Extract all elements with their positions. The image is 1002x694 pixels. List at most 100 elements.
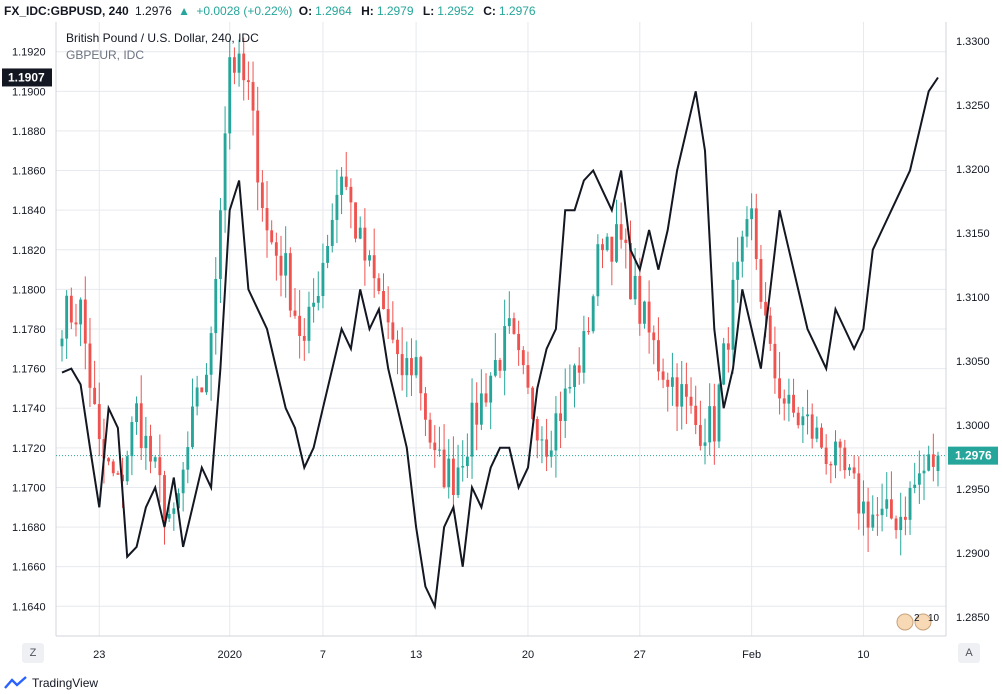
candle-body — [312, 302, 316, 307]
left-tick-label: 1.1640 — [12, 601, 46, 613]
left-tick-label: 1.1880 — [12, 126, 46, 138]
candle-body — [852, 467, 856, 474]
time-tick-label: Feb — [742, 649, 761, 661]
candle-body — [479, 393, 483, 425]
candle-body — [214, 278, 218, 334]
candle-body — [414, 357, 418, 376]
time-axis[interactable]: 23 2020 7 13 20 27 Feb 10 — [93, 649, 869, 661]
candle-body — [638, 275, 642, 324]
candle-body — [903, 516, 907, 520]
chart-legend[interactable]: British Pound / U.S. Dollar, 240, IDC GB… — [66, 30, 259, 64]
candle-body — [484, 393, 488, 403]
candle-body — [428, 419, 432, 443]
right-axis[interactable]: 1.3300 1.3250 1.3200 1.3150 1.3100 1.3050 1.30… — [956, 36, 990, 624]
candle-body — [144, 435, 148, 449]
right-tick-label: 1.3100 — [956, 292, 990, 304]
candle-body — [778, 378, 782, 399]
candle-body — [125, 456, 129, 482]
candle-body — [866, 501, 870, 528]
candle-body — [107, 458, 111, 462]
candle-body — [596, 244, 600, 297]
candle-body — [358, 227, 362, 239]
flag-events-icon[interactable]: 2 10 — [896, 613, 940, 631]
time-tick-label: 23 — [93, 649, 105, 661]
candle-body — [344, 176, 348, 187]
left-scale-button[interactable]: Z — [22, 643, 44, 663]
candle-body — [74, 322, 78, 325]
candle-body — [726, 343, 730, 350]
candle-body — [857, 473, 861, 514]
symbol-header: FX_IDC:GBPUSD, 240 1.2976 ▲ +0.0028 (+0.… — [0, 0, 1002, 22]
candle-body — [559, 413, 563, 421]
candle-body — [382, 291, 385, 310]
candle-body — [894, 518, 898, 531]
compare-line — [61, 76, 939, 610]
open-value: 1.2964 — [315, 4, 352, 18]
candle-body — [568, 387, 572, 389]
left-tick-label: 1.1840 — [12, 205, 46, 217]
candle-body — [601, 244, 604, 251]
right-tick-label: 1.3050 — [956, 356, 990, 368]
candle-body — [610, 236, 614, 262]
right-tick-label: 1.3250 — [956, 100, 990, 112]
candle-body — [200, 387, 204, 393]
candle-body — [433, 442, 437, 451]
left-tick-label: 1.1720 — [12, 443, 46, 455]
candle-body — [936, 455, 940, 471]
candle-body — [246, 80, 250, 83]
candle-body — [675, 377, 679, 407]
candle-body — [218, 210, 222, 279]
candle-body — [899, 516, 903, 531]
legend-compare-series: GBPEUR, IDC — [66, 48, 145, 62]
low-label: L: — [422, 4, 435, 18]
candle-body — [386, 309, 390, 323]
svg-text:2: 2 — [914, 613, 920, 624]
candle-body — [698, 425, 702, 446]
right-tick-label: 1.3150 — [956, 228, 990, 240]
candle-body — [843, 447, 847, 471]
candle-body — [605, 236, 609, 251]
candle-body — [796, 412, 800, 426]
candle-body — [326, 245, 330, 263]
right-tick-label: 1.3200 — [956, 164, 990, 176]
candle-body — [591, 296, 595, 332]
candle-body — [531, 387, 535, 420]
price-labels: 1.1907 1.2976 — [2, 68, 998, 465]
candle-body — [456, 467, 460, 496]
candle-body — [223, 133, 227, 211]
right-scale-button[interactable]: A — [958, 643, 980, 663]
candle-body — [396, 339, 399, 355]
candle-body — [922, 470, 926, 474]
time-tick-label: 20 — [522, 649, 534, 661]
candle-body — [372, 255, 376, 279]
candle-body — [684, 384, 688, 397]
high-value: 1.2979 — [376, 4, 414, 18]
candle-body — [722, 343, 726, 385]
candle-body — [927, 454, 931, 471]
candle-body — [181, 469, 185, 494]
left-tick-label: 1.1660 — [12, 562, 46, 574]
candle-body — [451, 458, 455, 496]
candle-body — [368, 255, 371, 261]
candle-body — [517, 333, 521, 351]
candle-body — [535, 419, 539, 441]
candle-body — [549, 450, 553, 457]
candle-body — [158, 457, 162, 476]
candle-body — [885, 499, 889, 509]
left-tick-label: 1.1900 — [12, 86, 46, 98]
symbol-name[interactable]: FX_IDC:GBPUSD, 240 — [4, 4, 129, 18]
candle-body — [712, 406, 716, 442]
candle-body — [838, 441, 842, 448]
candle-body — [83, 299, 87, 344]
close-label: C: — [483, 4, 496, 18]
left-axis[interactable]: 1.1920 1.1900 1.1880 1.1860 1.1840 1.1820 1.18… — [12, 47, 46, 614]
candle-body — [694, 405, 698, 426]
compare-last-label-bg — [2, 68, 52, 87]
candle-body — [619, 224, 623, 240]
candle-body — [764, 301, 768, 316]
candle-body — [288, 253, 292, 311]
branding[interactable]: TradingView — [4, 676, 98, 690]
candle-body — [768, 315, 772, 344]
grid — [56, 22, 946, 636]
